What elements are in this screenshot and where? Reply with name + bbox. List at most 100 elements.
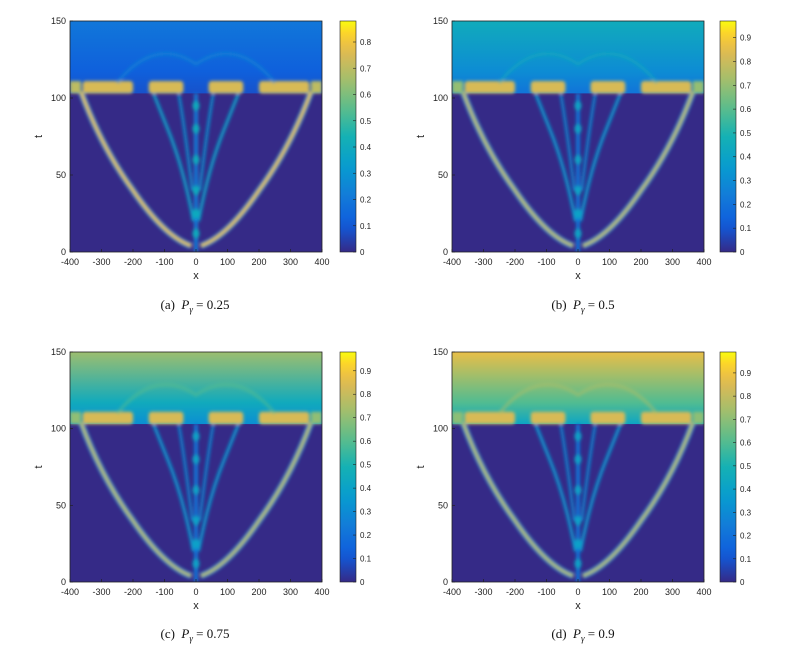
y-tick-label: 50 [56, 500, 66, 510]
colorbar [719, 20, 737, 253]
caption-label: (d) [551, 626, 567, 641]
interface-band [70, 411, 322, 425]
upper-plume [498, 383, 658, 415]
x-tick-label: -100 [537, 587, 555, 597]
y-axis-label: t [33, 465, 45, 468]
inner-beam-right-2 [580, 423, 597, 521]
inner-beam-right [579, 92, 622, 222]
colorbar-tick-label: 0.2 [740, 532, 752, 541]
y-tick-label: 0 [443, 247, 448, 257]
colorbar-tick-label: 0.1 [740, 224, 752, 233]
x-tick-label: -400 [443, 257, 461, 267]
caption-value: = 0.9 [587, 626, 615, 641]
heatmap-panel-a: -400 -300 -200 -100 0 100 200 300 400 0 50 100 150 x t… [33, 16, 372, 282]
colorbar-tick-label: 0.1 [740, 555, 752, 564]
central-node [192, 485, 200, 495]
caption-value: = 0.25 [196, 297, 230, 312]
y-tick-label: 0 [61, 247, 66, 257]
outer-beam-right [200, 422, 313, 578]
x-tick-label: -400 [443, 587, 461, 597]
y-tick-label: 150 [51, 16, 66, 26]
x-tick-label: 300 [665, 257, 680, 267]
upper-plume [498, 52, 658, 84]
y-tick-label: 0 [61, 577, 66, 587]
y-tick-label: 100 [51, 93, 66, 103]
caption-subscript: γ [189, 633, 193, 644]
colorbar-tick-label: 0.5 [740, 129, 752, 138]
outer-beam-right [200, 91, 313, 248]
x-tick-label: 0 [575, 587, 580, 597]
y-axis-label: t [415, 465, 427, 468]
x-tick-label: -100 [537, 257, 555, 267]
heatmap-panel-b: -400 -300 -200 -100 0 100 200 300 400 0 50 100 150 x t… [415, 16, 752, 282]
heatmap-panel-d: -400 -300 -200 -100 0 100 200 300 400 0 50 100 150 x t… [415, 347, 752, 612]
x-tick-label: 200 [251, 587, 266, 597]
caption-subscript: γ [189, 304, 193, 315]
band-segment [641, 411, 692, 425]
colorbar [719, 351, 737, 583]
band-edge-left [452, 411, 464, 425]
central-node [574, 123, 582, 134]
colorbar-tick-label: 0.6 [740, 105, 752, 114]
x-tick-label: -300 [92, 587, 110, 597]
x-tick-label: -400 [61, 587, 79, 597]
y-tick-label: 50 [56, 170, 66, 180]
central-node [574, 228, 582, 239]
colorbar-tick-label: 0.6 [740, 439, 752, 448]
caption-d: (d) Pγ = 0.9 [393, 626, 773, 644]
x-tick-label: 100 [220, 587, 235, 597]
colorbar-tick-label: 0.9 [360, 367, 372, 376]
colorbar-tick-label: 0.9 [740, 34, 752, 43]
colorbar-tick-label: 0.3 [360, 508, 372, 517]
central-node [192, 208, 200, 219]
colorbar-tick-label: 0.7 [360, 414, 372, 423]
colorbar-tick-label: 0.5 [360, 461, 372, 470]
inner-beam-left-2 [559, 93, 576, 191]
x-tick-label: 300 [283, 257, 298, 267]
caption-symbol: P [181, 297, 190, 312]
band-segment [530, 81, 566, 94]
band-segment [464, 411, 515, 425]
colorbar-tick-label: 0.2 [360, 531, 372, 540]
x-tick-label: 200 [633, 587, 648, 597]
plot-area [70, 21, 322, 252]
colorbar-tick-label: 0.3 [740, 508, 752, 517]
caption-symbol: P [573, 297, 581, 312]
plot-area [70, 352, 322, 582]
inner-beam-left [534, 423, 577, 552]
central-node [574, 558, 582, 569]
beam-layer [70, 52, 322, 252]
central-node [192, 515, 200, 526]
colorbar-tick-label: 0 [360, 248, 365, 257]
central-node [192, 538, 200, 549]
band-segment [590, 81, 626, 94]
x-tick-label: -300 [92, 257, 110, 267]
band-segment [464, 81, 515, 94]
band-edge-left [452, 81, 464, 94]
x-tick-label: 100 [602, 587, 617, 597]
x-tick-label: 400 [696, 257, 711, 267]
inner-beam-right-2 [198, 423, 215, 521]
band-segment [208, 411, 244, 425]
colorbar [339, 20, 357, 253]
caption-label: (c) [160, 626, 175, 641]
central-column [576, 93, 580, 252]
x-tick-label: -300 [474, 587, 492, 597]
x-axis-label: x [575, 600, 581, 612]
inner-beam-left [152, 92, 195, 222]
x-tick-label: 100 [220, 257, 235, 267]
x-axis-label: x [193, 600, 199, 612]
central-node [574, 154, 582, 165]
beam-layer [452, 383, 704, 582]
colorbar-tick-label: 0.4 [740, 485, 752, 494]
central-node [574, 515, 582, 526]
central-node [574, 208, 582, 219]
caption-symbol: P [573, 626, 581, 641]
colorbar-tick-label: 0 [740, 578, 745, 587]
x-tick-label: -200 [124, 587, 142, 597]
colorbar-tick-label: 0 [360, 578, 365, 587]
x-tick-label: 0 [575, 257, 580, 267]
band-edge-right [310, 81, 322, 94]
x-tick-label: -300 [474, 257, 492, 267]
colorbar-tick-label: 0.2 [740, 200, 752, 209]
